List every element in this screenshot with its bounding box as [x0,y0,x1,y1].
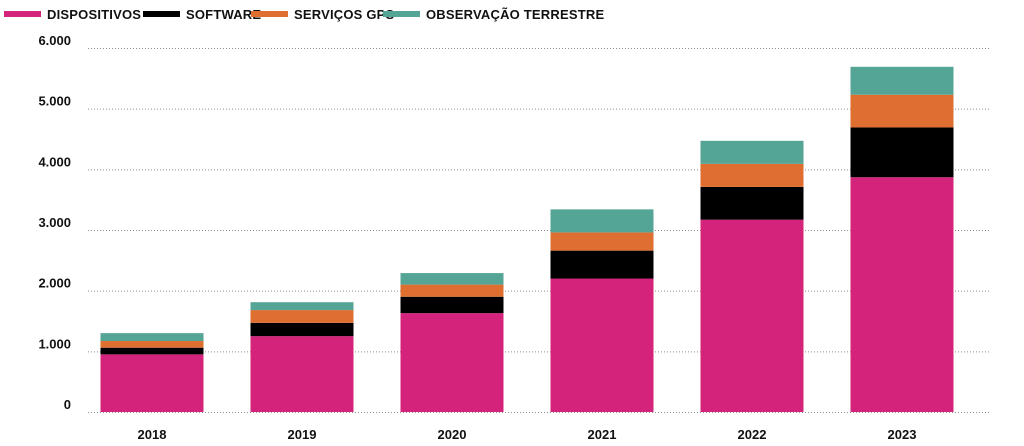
x-tick-label: 2020 [438,427,467,442]
bar-segment-servicos-gps-2022 [700,163,804,187]
bar-segment-dispositivos-2021 [550,278,654,412]
gridlines [88,48,990,413]
bar-segment-software-2020 [400,296,504,314]
bar-segment-dispositivos-2018 [100,354,204,412]
bar-segment-observacao-terrestre-2021 [550,209,654,233]
y-tick-label: 3.000 [38,215,71,230]
x-tick-label: 2023 [888,427,917,442]
bar-segment-software-2018 [100,347,204,355]
y-tick-label: 4.000 [38,154,71,169]
bar-segment-dispositivos-2023 [850,177,954,412]
bar-segment-software-2023 [850,127,954,178]
bar-segment-servicos-gps-2020 [400,284,504,297]
bar-segment-software-2019 [250,322,354,337]
y-tick-label: 2.000 [38,276,71,291]
bar-segment-observacao-terrestre-2022 [700,140,804,164]
x-tick-label: 2019 [288,427,317,442]
legend-label-servicos-gps: SERVIÇOS GPS [294,7,395,22]
bar-segment-software-2022 [700,186,804,220]
bar-segment-observacao-terrestre-2023 [850,66,954,95]
bar-segment-servicos-gps-2018 [100,341,204,348]
y-tick-label: 1.000 [38,336,71,351]
y-tick-label: 0 [64,397,71,412]
bar-segment-servicos-gps-2023 [850,94,954,128]
bar-segment-dispositivos-2022 [700,219,804,412]
bar-segment-software-2021 [550,250,654,279]
chart-legend: DISPOSITIVOS SOFTWARE SERVIÇOS GPS OBSERVAÇ… [4,7,604,22]
legend-swatch-dispositivos [4,11,41,17]
legend-label-dispositivos: DISPOSITIVOS [47,7,141,22]
y-axis-tick-labels: 0 1.000 2.000 3.000 4.000 5.000 6.000 [38,33,71,412]
legend-label-observacao-terrestre: OBSERVAÇÃO TERRESTRE [426,7,604,22]
legend-label-software: SOFTWARE [186,7,261,22]
x-tick-label: 2022 [738,427,767,442]
legend-swatch-servicos-gps [251,11,288,17]
bar-segment-dispositivos-2020 [400,313,504,412]
bar-segment-observacao-terrestre-2020 [400,273,504,285]
legend-swatch-observacao-terrestre [383,11,420,17]
legend-swatch-software [143,11,180,17]
bar-segment-servicos-gps-2021 [550,232,654,251]
x-tick-label: 2021 [588,427,617,442]
y-tick-label: 6.000 [38,33,71,48]
bars [100,66,954,412]
x-axis-tick-labels: 2018 2019 2020 2021 2022 2023 [138,427,917,442]
y-tick-label: 5.000 [38,94,71,109]
x-tick-label: 2018 [138,427,167,442]
bar-segment-dispositivos-2019 [250,336,354,412]
bar-segment-observacao-terrestre-2018 [100,333,204,342]
bar-segment-observacao-terrestre-2019 [250,302,354,311]
bar-segment-servicos-gps-2019 [250,310,354,323]
